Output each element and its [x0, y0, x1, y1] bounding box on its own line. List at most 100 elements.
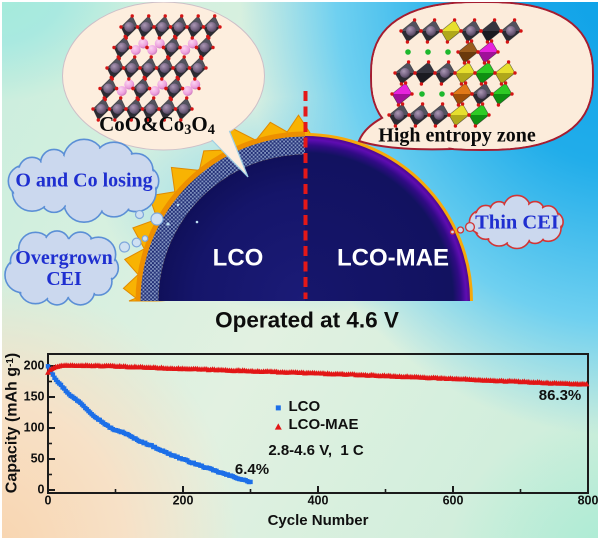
- oxygen-vertex-dot: [453, 71, 457, 75]
- oxygen-vertex-dot: [154, 66, 159, 70]
- oxygen-vertex-dot: [447, 113, 451, 117]
- cycling-chart: [45, 353, 590, 494]
- oxygen-vertex-dot: [102, 96, 106, 100]
- oxygen-vertex-dot: [91, 107, 95, 111]
- oxygen-vertex-dot: [476, 50, 480, 54]
- oxygen-vertex-dot: [157, 36, 161, 40]
- interstitial-dopant-dot: [445, 49, 451, 55]
- oxygen-vertex-dot: [196, 14, 200, 18]
- oxygen-vertex-dot: [173, 34, 177, 39]
- data-marker: [45, 364, 51, 369]
- oxygen-vertex-dot: [463, 81, 468, 85]
- oxygen-vertex-dot: [175, 75, 179, 80]
- oxygen-vertex-dot: [199, 55, 203, 59]
- thought-trail-bubble: [118, 241, 131, 253]
- oxygen-vertex-dot: [473, 124, 478, 128]
- oxygen-vertex-dot: [387, 113, 391, 117]
- oxygen-vertex-dot: [505, 40, 510, 44]
- metal-ion-sphere: [96, 104, 107, 114]
- oxygen-vertex-dot: [510, 92, 514, 96]
- oxygen-vertex-dot: [440, 102, 445, 106]
- oxygen-vertex-dot: [456, 103, 461, 107]
- oxygen-vertex-dot: [499, 82, 504, 86]
- oxygen-vertex-dot: [453, 124, 458, 128]
- metal-ion-sphere: [157, 22, 168, 32]
- oxygen-vertex-dot: [445, 40, 450, 44]
- oxygen-vertex-dot: [406, 60, 411, 64]
- oxygen-vertex-dot: [487, 113, 491, 117]
- oxygen-vertex-dot: [180, 14, 184, 18]
- metal-ion-sphere: [506, 26, 516, 36]
- pink-ion-sphere: [190, 79, 201, 90]
- metal-ion-sphere: [162, 104, 173, 114]
- oxygen-vertex-dot: [460, 102, 465, 106]
- oxygen-vertex-dot: [128, 45, 133, 50]
- oxygen-vertex-dot: [492, 18, 497, 22]
- oxygen-vertex-dot: [450, 92, 454, 96]
- oxygen-vertex-dot: [503, 81, 508, 85]
- oxygen-vertex-dot: [96, 118, 100, 122]
- pink-ion-sphere: [130, 45, 141, 55]
- oxygen-vertex-dot: [466, 60, 471, 64]
- oxygen-vertex-dot: [432, 18, 437, 22]
- metal-ion-sphere: [129, 104, 140, 114]
- metal-ion-sphere: [406, 26, 416, 36]
- particle-scheme: [122, 114, 473, 302]
- pink-ion-sphere: [124, 79, 135, 90]
- pink-ion-sphere: [157, 79, 168, 90]
- oxygen-vertex-dot: [147, 14, 151, 18]
- metal-ion-sphere: [126, 63, 137, 73]
- oxygen-vertex-dot: [168, 25, 173, 29]
- oxygen-vertex-dot: [149, 55, 153, 59]
- metal-ion-sphere: [124, 22, 135, 32]
- oxygen-vertex-dot: [113, 118, 117, 122]
- metal-ion-sphere: [192, 63, 203, 73]
- oxygen-vertex-dot: [109, 75, 113, 80]
- series-lco-mae: [45, 362, 590, 387]
- oxygen-vertex-dot: [472, 18, 477, 22]
- oxygen-vertex-dot: [470, 92, 474, 96]
- oxygen-vertex-dot: [190, 36, 194, 40]
- oxygen-vertex-dot: [459, 82, 464, 86]
- oxygen-vertex-dot: [452, 18, 457, 22]
- oxygen-vertex-dot: [456, 50, 460, 54]
- thought-trail-bubble: [150, 212, 164, 226]
- coating-sparkle-dot: [166, 222, 170, 226]
- oxygen-vertex-dot: [465, 40, 470, 44]
- oxygen-vertex-dot: [433, 71, 437, 75]
- thought-clouds: [4, 138, 564, 306]
- metal-ion-sphere: [199, 42, 210, 53]
- oxygen-vertex-dot: [119, 96, 123, 100]
- thought-trail-bubble: [141, 235, 149, 242]
- oxygen-vertex-dot: [123, 34, 127, 39]
- interstitial-dopant-dot: [425, 49, 431, 55]
- oxygen-vertex-dot: [396, 103, 401, 107]
- oxygen-vertex-dot: [142, 75, 146, 80]
- oxygen-vertex-dot: [496, 103, 501, 107]
- metal-ion-sphere: [140, 22, 151, 32]
- oxygen-vertex-dot: [145, 45, 149, 50]
- coo-lattice: [91, 14, 222, 122]
- oxygen-vertex-dot: [405, 40, 410, 44]
- thought-trail-bubble: [131, 237, 142, 248]
- oxygen-vertex-dot: [168, 96, 172, 100]
- metal-ion-sphere: [426, 26, 436, 36]
- interstitial-dopant-dot: [405, 49, 411, 55]
- oxygen-vertex-dot: [390, 92, 394, 96]
- oxygen-vertex-dot: [513, 71, 517, 75]
- oxygen-vertex-dot: [171, 66, 175, 70]
- cloud-o-co-losing: [7, 138, 160, 224]
- oxygen-vertex-dot: [152, 96, 156, 100]
- oxygen-vertex-dot: [107, 107, 112, 111]
- cloud-body: [22, 156, 146, 206]
- oxygen-vertex-dot: [218, 25, 222, 29]
- oxygen-vertex-dot: [413, 71, 417, 75]
- pink-ion-sphere: [154, 38, 165, 49]
- oxygen-vertex-dot: [459, 29, 463, 33]
- pink-ion-sphere: [149, 86, 160, 96]
- data-marker: [248, 479, 253, 485]
- series-lco: [45, 364, 253, 485]
- oxygen-vertex-dot: [439, 82, 444, 86]
- coating-sparkle-dot: [176, 203, 180, 207]
